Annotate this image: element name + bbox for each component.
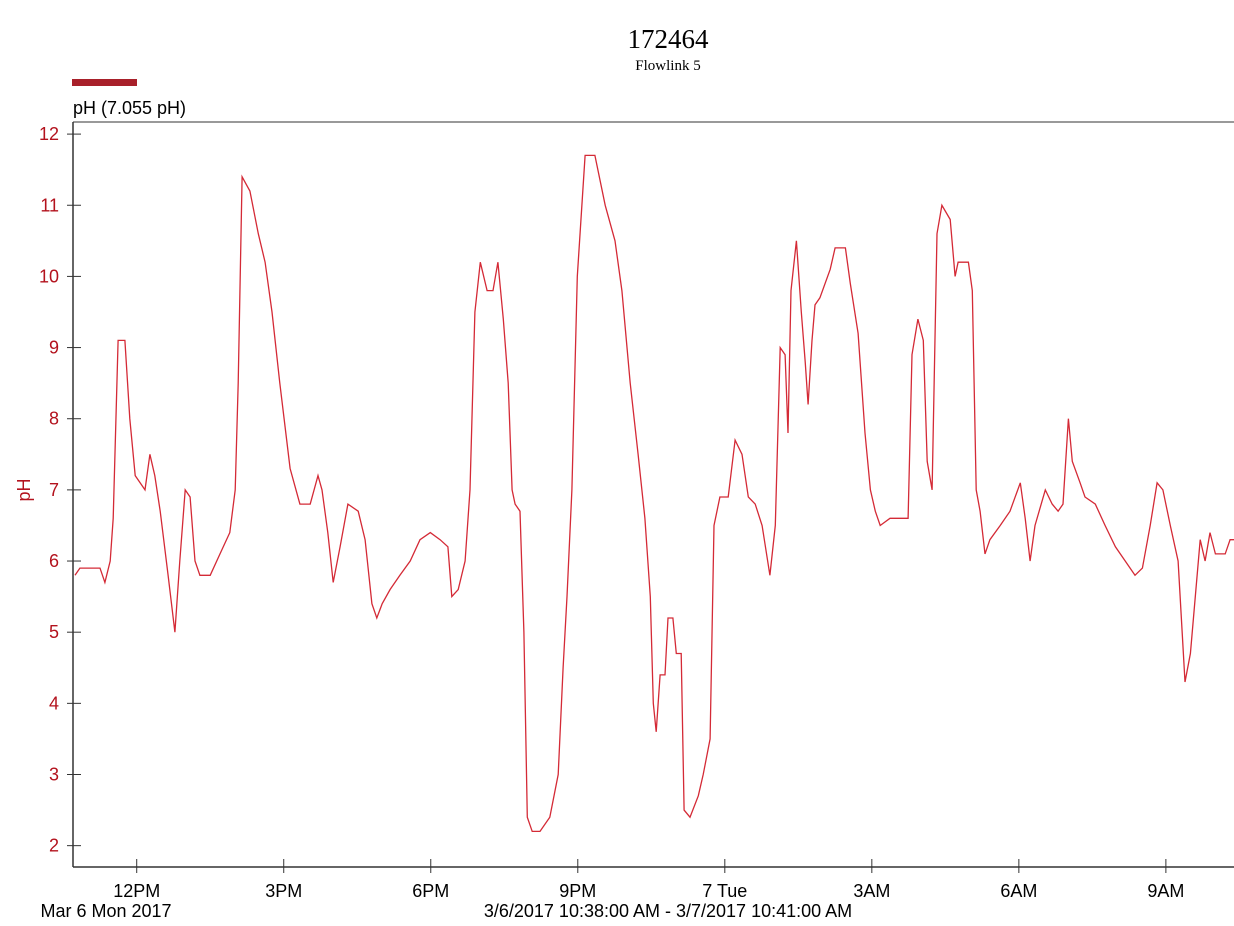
y-tick-label: 6 (49, 551, 59, 571)
y-tick-label: 4 (49, 693, 59, 713)
y-tick-label: 2 (49, 836, 59, 856)
y-axis-label: pH (14, 478, 34, 501)
x-tick-label: 6AM (1000, 881, 1037, 901)
chart-subtitle: Flowlink 5 (635, 58, 700, 74)
x-date-label: Mar 6 Mon 2017 (40, 901, 171, 921)
x-tick-label: 9AM (1147, 881, 1184, 901)
y-tick-label: 7 (49, 480, 59, 500)
y-tick-label: 11 (40, 195, 59, 215)
x-tick-label: 6PM (412, 881, 449, 901)
y-tick-label: 3 (49, 764, 59, 784)
x-tick-label: 3PM (265, 881, 302, 901)
y-tick-label: 10 (39, 266, 59, 286)
x-tick-label: 9PM (559, 881, 596, 901)
legend-swatch (72, 79, 137, 86)
x-tick-label: 7 Tue (702, 881, 747, 901)
x-tick-label: 12PM (113, 881, 160, 901)
legend-label: pH (7.055 pH) (73, 98, 186, 118)
y-tick-label: 8 (49, 409, 59, 429)
x-tick-label: 3AM (853, 881, 890, 901)
x-axis-label: 3/6/2017 10:38:00 AM - 3/7/2017 10:41:00… (484, 901, 852, 921)
y-tick-label: 5 (49, 622, 59, 642)
y-tick-label: 9 (49, 338, 59, 358)
data-line (74, 154, 1234, 833)
chart-title: 172464 (628, 24, 710, 54)
y-tick-label: 12 (39, 124, 59, 144)
